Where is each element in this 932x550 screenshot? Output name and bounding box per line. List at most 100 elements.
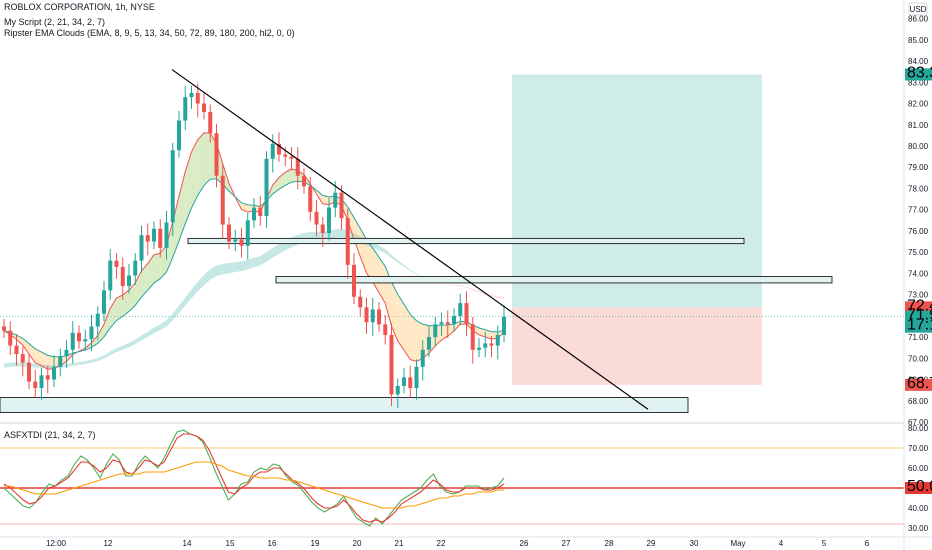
candle-body (195, 92, 200, 104)
indicator-legend-asfxtdi[interactable]: ASFXTDI (21, 34, 2, 7) (4, 430, 96, 440)
ema-cloud-fast (147, 254, 154, 291)
osc-50-tag: 50.00 (907, 478, 932, 495)
ema-cloud-slow (222, 263, 229, 275)
candle-body (177, 120, 181, 151)
candle-body (283, 154, 288, 157)
candle-body (402, 377, 406, 386)
time-tick-label: 4 (779, 539, 784, 548)
ema-cloud-fast (410, 314, 417, 362)
price-tick-label: 78.00 (908, 184, 929, 193)
ema-cloud-fast (41, 352, 48, 370)
price-tick-label: 77.00 (908, 206, 929, 215)
time-tick-label: 22 (437, 539, 446, 548)
candle-body (102, 290, 106, 314)
ema-cloud-fast (391, 281, 398, 341)
candle-body (320, 224, 325, 234)
ema-cloud-slow (460, 285, 467, 288)
ema-cloud-fast (141, 263, 148, 297)
time-tick-label: 14 (183, 539, 192, 548)
ema-cloud-slow (397, 260, 404, 267)
candle-body (95, 313, 100, 327)
candle-body (220, 175, 225, 225)
time-tick-label: 12:00 (46, 539, 67, 548)
ema-cloud-fast (197, 132, 204, 196)
ema-cloud-slow (110, 348, 117, 356)
countdown-tag: 17:17 (907, 317, 932, 334)
ema-cloud-slow (385, 249, 392, 259)
price-tick-label: 67.00 (908, 418, 929, 427)
ema-cloud-slow (141, 331, 148, 341)
ema-cloud-fast (135, 270, 142, 306)
ema-cloud-fast (191, 139, 198, 208)
ema-cloud-slow (79, 361, 86, 366)
resistance-box-upper[interactable] (187, 237, 745, 245)
ema-cloud-slow (260, 252, 267, 266)
indicator-legend-my-script[interactable]: My Script (2, 21, 34, 2, 7) (4, 17, 106, 27)
candle-body (20, 354, 25, 363)
oscillator-pane (0, 429, 904, 527)
price-tick-label: 68.00 (908, 397, 929, 406)
candle-body (352, 264, 356, 297)
long-position-zones[interactable] (0, 74, 904, 385)
ema-cloud-fast (404, 304, 411, 360)
candle-body (414, 366, 419, 389)
candle-body (202, 103, 206, 113)
candle-body (302, 175, 306, 187)
candle-body (245, 220, 250, 246)
osc-background (0, 448, 904, 524)
candle-body (370, 309, 375, 323)
time-axis[interactable]: 12:00 12 14 15 16 19 20 21 22 26 27 28 29 30 May 4 5 6 (46, 539, 870, 548)
ema-cloud-slow (229, 262, 236, 274)
candle-body (39, 375, 44, 389)
trendline[interactable] (171, 69, 649, 410)
candle-body (420, 349, 425, 367)
ema-cloud-slow (135, 335, 142, 345)
candle-body (214, 133, 219, 176)
candle-body (477, 347, 481, 350)
resistance-box-lower[interactable] (275, 276, 833, 284)
candle-body (64, 349, 69, 357)
candle-body (258, 207, 263, 217)
currency-box[interactable] (908, 2, 928, 16)
last-price-tag: 71.96 (907, 307, 932, 324)
target-zone[interactable] (512, 74, 762, 308)
candle-body (377, 309, 381, 325)
entry-price-tag-bg (905, 301, 932, 314)
ema-cloud-slow (466, 286, 473, 291)
ema-cloud-fast (166, 221, 173, 272)
candle-body (83, 339, 88, 342)
ema-cloud-slow (85, 359, 92, 365)
candle-body (458, 303, 463, 316)
ema-cloud-slow (491, 294, 498, 299)
candle-body (489, 343, 494, 346)
candles (2, 83, 506, 409)
candle-body (502, 316, 506, 335)
time-tick-label: 30 (690, 539, 699, 548)
support-box[interactable] (0, 397, 689, 413)
stop-zone[interactable] (512, 307, 762, 385)
ema-cloud-fast (447, 323, 454, 337)
candle-body (133, 260, 138, 276)
candle-body (164, 222, 169, 248)
candle-body (239, 239, 244, 246)
candle-body (145, 235, 150, 242)
ema-cloud-fast (322, 195, 329, 205)
support-resistance-boxes[interactable] (0, 237, 833, 413)
indicator-legend-ema-clouds[interactable]: Ripster EMA Clouds (EMA, 8, 9, 5, 13, 34… (4, 28, 295, 38)
osc-tick-label: 30.00 (908, 524, 929, 533)
candle-body (14, 345, 19, 355)
price-tick-label: 76.00 (908, 227, 929, 236)
time-tick-label: 29 (647, 539, 656, 548)
candle-body (227, 224, 231, 242)
ema-cloud-slow (72, 362, 79, 366)
ema-cloud-fast (360, 228, 367, 273)
candle-body (427, 337, 431, 350)
ema-cloud-slow (391, 254, 398, 263)
osc-tick-label: 60.00 (908, 464, 929, 473)
descending-trendline[interactable] (171, 69, 649, 410)
candle-body (270, 143, 275, 159)
ema-cloud-fast (485, 329, 492, 340)
osc-tick-label: 70.00 (908, 444, 929, 453)
